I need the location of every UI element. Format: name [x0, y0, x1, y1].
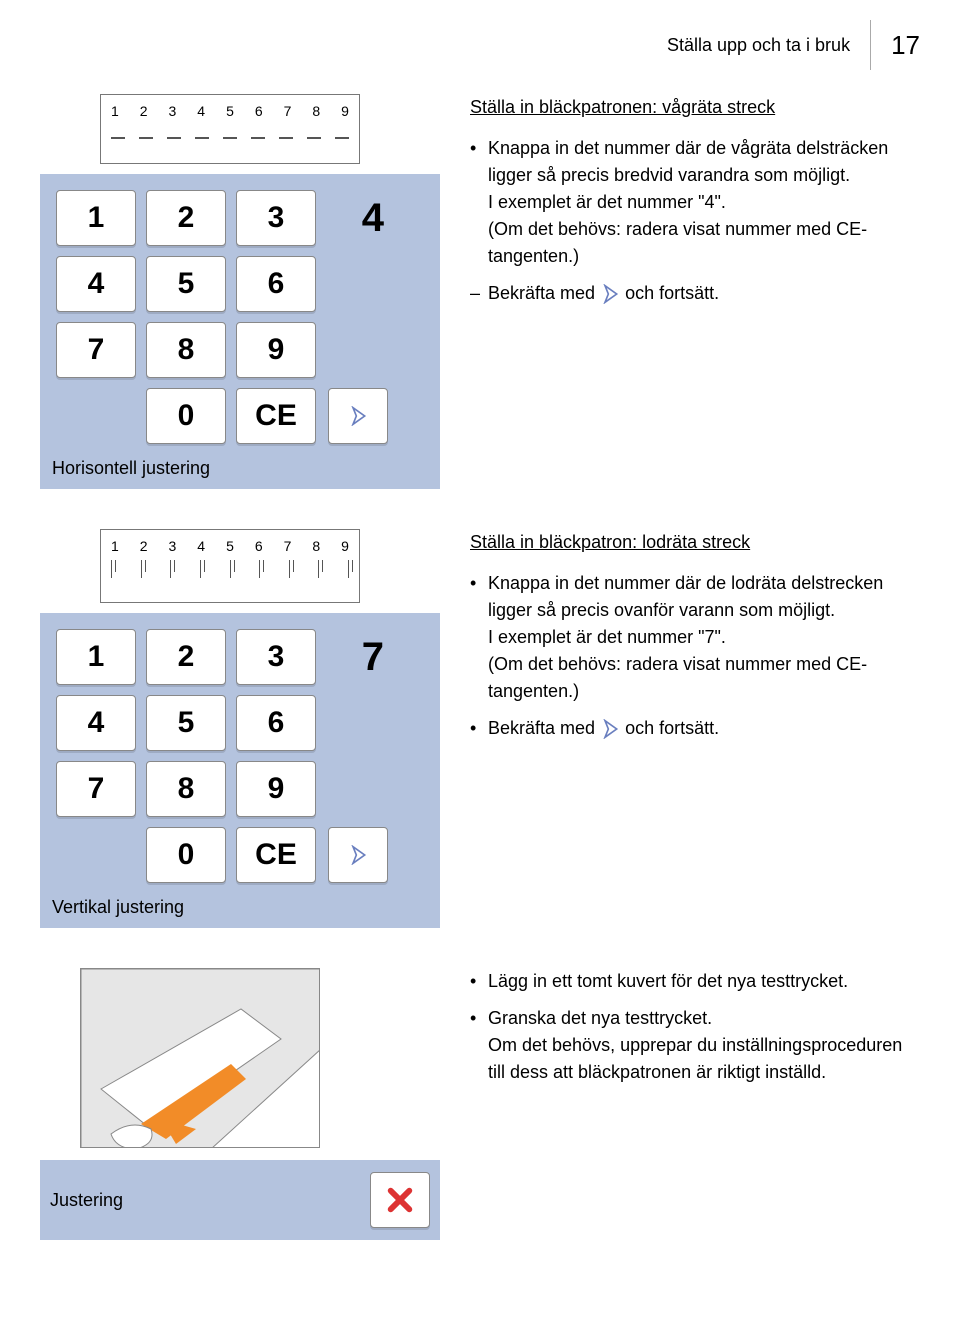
vert-bullet-1: Knappa in det nummer där de lodräta dels…: [470, 570, 920, 705]
chevron-right-icon: [600, 719, 620, 739]
horiz-subtitle: Ställa in bläckpatronen: vågräta streck: [470, 94, 920, 121]
key-7[interactable]: 7: [56, 322, 136, 378]
key-ce[interactable]: CE: [236, 827, 316, 883]
key-0[interactable]: 0: [146, 827, 226, 883]
key-9[interactable]: 9: [236, 322, 316, 378]
section-title: Ställa upp och ta i bruk: [667, 35, 850, 56]
sample-numbers: 1 2 3 4 5 6 7 8 9: [111, 103, 349, 119]
key-3[interactable]: 3: [236, 629, 316, 685]
panel-caption: Horisontell justering: [48, 452, 432, 481]
final-bullet-2: Granska det nya testtrycket. Om det behö…: [470, 1005, 920, 1086]
horiz-confirm-line: Bekräfta med och fortsätt.: [470, 280, 920, 307]
key-4[interactable]: 4: [56, 695, 136, 751]
sample-dash-row: [111, 125, 349, 139]
keypad: 1 2 3 4 5 6 7 8 9 0 CE: [48, 621, 324, 891]
key-0[interactable]: 0: [146, 388, 226, 444]
key-2[interactable]: 2: [146, 190, 226, 246]
key-1[interactable]: 1: [56, 629, 136, 685]
key-8[interactable]: 8: [146, 322, 226, 378]
key-1[interactable]: 1: [56, 190, 136, 246]
justering-panel: Justering: [40, 1160, 440, 1240]
key-3[interactable]: 3: [236, 190, 316, 246]
final-bullet-1: Lägg in ett tomt kuvert för det nya test…: [470, 968, 920, 995]
section-horizontal: 1 2 3 4 5 6 7 8 9 1 2 3 4 5: [40, 94, 920, 489]
close-icon: [386, 1186, 414, 1214]
key-6[interactable]: 6: [236, 695, 316, 751]
confirm-button[interactable]: [328, 388, 388, 444]
chevron-right-icon: [348, 845, 368, 865]
key-7[interactable]: 7: [56, 761, 136, 817]
keypad-panel-horizontal: 1 2 3 4 5 6 7 8 9 0 CE 4: [40, 174, 440, 489]
divider: [870, 20, 871, 70]
key-2[interactable]: 2: [146, 629, 226, 685]
vert-subtitle: Ställa in bläckpatron: lodräta streck: [470, 529, 920, 556]
section-printer: Justering Lägg in ett tomt kuvert för de…: [40, 968, 920, 1240]
vert-bullet-2: Bekräfta med och fortsätt.: [470, 715, 920, 742]
keypad-panel-vertical: 1 2 3 4 5 6 7 8 9 0 CE 7: [40, 613, 440, 928]
key-4[interactable]: 4: [56, 256, 136, 312]
key-ce[interactable]: CE: [236, 388, 316, 444]
section-vertical: 1 2 3 4 5 6 7 8 9 1 2 3 4 5: [40, 529, 920, 928]
vertical-sample: 1 2 3 4 5 6 7 8 9: [100, 529, 360, 603]
printer-illustration: [80, 968, 320, 1148]
key-5[interactable]: 5: [146, 695, 226, 751]
horiz-bullet-1: Knappa in det nummer där de vågräta dels…: [470, 135, 920, 270]
panel-caption: Vertikal justering: [48, 891, 432, 920]
chevron-right-icon: [600, 284, 620, 304]
key-8[interactable]: 8: [146, 761, 226, 817]
entered-value: 4: [362, 190, 388, 246]
keypad: 1 2 3 4 5 6 7 8 9 0 CE: [48, 182, 324, 452]
sample-numbers: 1 2 3 4 5 6 7 8 9: [111, 538, 349, 554]
cancel-button[interactable]: [370, 1172, 430, 1228]
key-9[interactable]: 9: [236, 761, 316, 817]
page-number: 17: [891, 30, 920, 61]
key-5[interactable]: 5: [146, 256, 226, 312]
entered-value: 7: [362, 629, 388, 685]
panel-caption: Justering: [50, 1190, 123, 1211]
chevron-right-icon: [348, 406, 368, 426]
horizontal-sample: 1 2 3 4 5 6 7 8 9: [100, 94, 360, 164]
page-header: Ställa upp och ta i bruk 17: [40, 20, 920, 70]
sample-vertical-lines: [111, 560, 349, 578]
key-6[interactable]: 6: [236, 256, 316, 312]
confirm-button[interactable]: [328, 827, 388, 883]
